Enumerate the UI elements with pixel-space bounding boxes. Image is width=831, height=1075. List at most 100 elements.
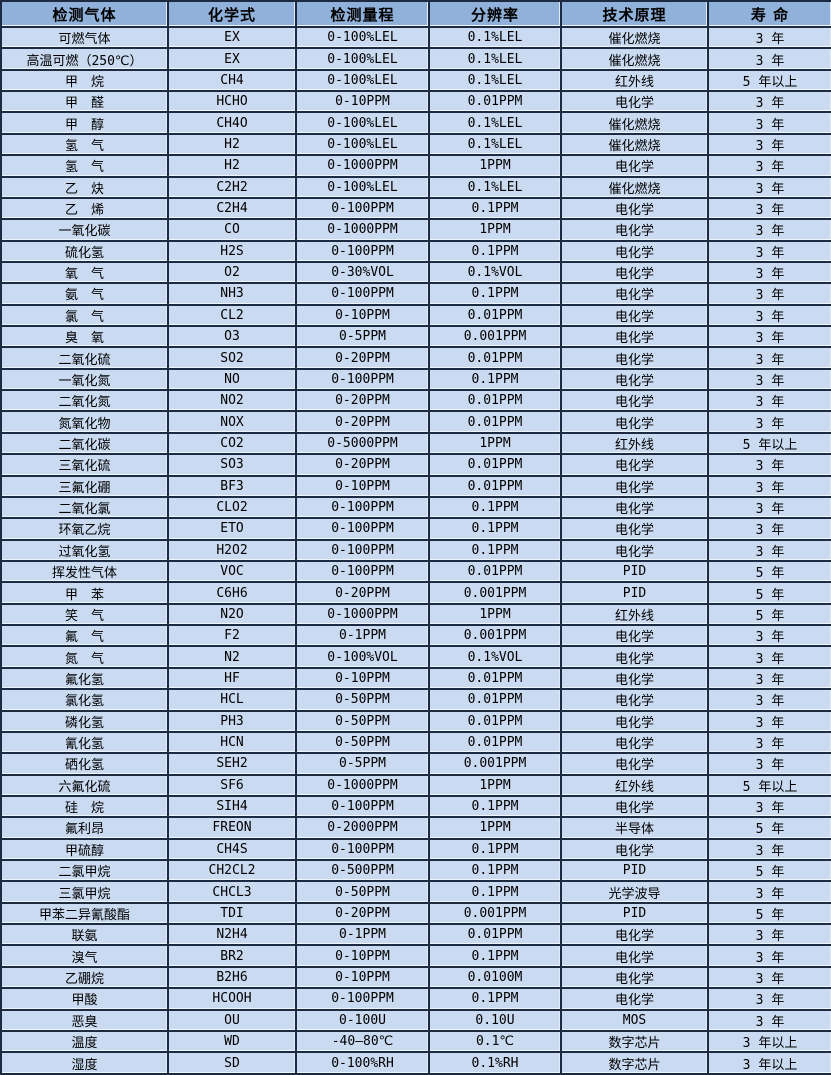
cell: 催化燃烧 xyxy=(560,47,709,71)
cell: C2H2 xyxy=(167,175,297,199)
cell: H2 xyxy=(167,154,297,178)
cell: 3 年 xyxy=(707,282,831,306)
table-row: 硫化氢 H2S 0-100PPM 0.1PPM 电化学 3 年 xyxy=(0,239,831,263)
cell: 0.10U xyxy=(428,1008,562,1032)
cell: 电化学 xyxy=(560,346,709,370)
cell: 0-2000PPM xyxy=(295,816,430,840)
table-row: 氮氧化物 NOX 0-20PPM 0.01PPM 电化学 3 年 xyxy=(0,410,831,434)
cell: CL2 xyxy=(167,303,297,328)
cell: 0-10PPM xyxy=(295,474,430,498)
cell: 0.1PPM xyxy=(428,944,562,968)
cell: O3 xyxy=(167,325,297,349)
cell: 3 年 xyxy=(707,495,831,520)
cell: 0-20PPM xyxy=(295,581,430,605)
cell: H2 xyxy=(167,132,297,157)
cell: 5 年 xyxy=(707,581,831,605)
cell: 三氯甲烷 xyxy=(0,880,169,904)
cell: 氟 气 xyxy=(0,624,169,648)
cell: 0.001PPM xyxy=(428,901,562,926)
cell: N2O xyxy=(167,602,297,627)
cell: C2H4 xyxy=(167,196,297,221)
cell: 电化学 xyxy=(560,282,709,306)
cell: 3 年 xyxy=(707,624,831,648)
cell: 5 年 xyxy=(707,559,831,584)
column-header: 检测气体 xyxy=(0,0,169,28)
cell: 0-100PPM xyxy=(295,987,430,1011)
cell: 3 年 xyxy=(707,389,831,413)
cell: 1PPM xyxy=(428,816,562,840)
cell: 0.1%LEL xyxy=(428,47,562,71)
cell: 3 年 xyxy=(707,25,831,50)
cell: 氰化氢 xyxy=(0,730,169,755)
cell: 0.01PPM xyxy=(428,923,562,947)
cell: 电化学 xyxy=(560,410,709,434)
cell: 0-20PPM xyxy=(295,346,430,370)
cell: 5 年以上 xyxy=(707,68,831,93)
cell: 0.1PPM xyxy=(428,794,562,819)
cell: BF3 xyxy=(167,474,297,498)
cell: 0.01PPM xyxy=(428,474,562,498)
table-row: 氟 气 F2 0-1PPM 0.001PPM 电化学 3 年 xyxy=(0,624,831,648)
cell: 0.1PPM xyxy=(428,239,562,263)
cell: 0.01PPM xyxy=(428,453,562,477)
table-row: 温度 WD -40—80℃ 0.1℃ 数字芯片 3 年以上 xyxy=(0,1029,831,1054)
cell: HCN xyxy=(167,730,297,755)
cell: 电化学 xyxy=(560,303,709,328)
cell: 0.1%LEL xyxy=(428,111,562,135)
cell: FREON xyxy=(167,816,297,840)
table-row: 氯化氢 HCL 0-50PPM 0.01PPM 电化学 3 年 xyxy=(0,688,831,712)
cell: 3 年 xyxy=(707,645,831,669)
cell: 0.01PPM xyxy=(428,709,562,733)
cell: 3 年 xyxy=(707,987,831,1011)
cell: HCHO xyxy=(167,90,297,114)
cell: 0.001PPM xyxy=(428,752,562,776)
cell: EX xyxy=(167,47,297,71)
cell: 0.001PPM xyxy=(428,624,562,648)
cell: 5 年以上 xyxy=(707,431,831,456)
cell: 3 年 xyxy=(707,47,831,71)
cell: 甲 苯 xyxy=(0,581,169,605)
cell: 电化学 xyxy=(560,965,709,990)
cell: 0-100PPM xyxy=(295,837,430,862)
cell: 1PPM xyxy=(428,431,562,456)
cell: PID xyxy=(560,559,709,584)
table-row: 湿度 SD 0-100%RH 0.1%RH 数字芯片 3 年以上 xyxy=(0,1051,831,1075)
cell: 氮 气 xyxy=(0,645,169,669)
cell: HF xyxy=(167,666,297,691)
cell: 3 年 xyxy=(707,196,831,221)
table-row: 联氨 N2H4 0-1PPM 0.01PPM 电化学 3 年 xyxy=(0,923,831,947)
cell: 二氧化硫 xyxy=(0,346,169,370)
cell: 0.1PPM xyxy=(428,367,562,392)
cell: 0.001PPM xyxy=(428,325,562,349)
cell: SO2 xyxy=(167,346,297,370)
cell: 1PPM xyxy=(428,602,562,627)
cell: 1PPM xyxy=(428,154,562,178)
cell: C6H6 xyxy=(167,581,297,605)
cell: 3 年 xyxy=(707,880,831,904)
cell: CH2CL2 xyxy=(167,858,297,883)
table-row: 六氟化硫 SF6 0-1000PPM 1PPM 红外线 5 年以上 xyxy=(0,773,831,797)
cell: MOS xyxy=(560,1008,709,1032)
cell: 3 年 xyxy=(707,218,831,242)
cell: 恶臭 xyxy=(0,1008,169,1032)
cell: 数字芯片 xyxy=(560,1029,709,1054)
cell: 0-100%LEL xyxy=(295,111,430,135)
cell: BR2 xyxy=(167,944,297,968)
cell: 电化学 xyxy=(560,837,709,862)
cell: 3 年 xyxy=(707,923,831,947)
cell: 电化学 xyxy=(560,453,709,477)
cell: 电化学 xyxy=(560,517,709,541)
cell: 电化学 xyxy=(560,154,709,178)
cell: 催化燃烧 xyxy=(560,175,709,199)
table-row: 乙 烯 C2H4 0-100PPM 0.1PPM 电化学 3 年 xyxy=(0,196,831,221)
table-row: 甲酸 HCOOH 0-100PPM 0.1PPM 电化学 3 年 xyxy=(0,987,831,1011)
cell: 0.1PPM xyxy=(428,837,562,862)
cell: EX xyxy=(167,25,297,50)
cell: 0.1%LEL xyxy=(428,68,562,93)
cell: CO2 xyxy=(167,431,297,456)
cell: 乙 炔 xyxy=(0,175,169,199)
cell: 氢 气 xyxy=(0,132,169,157)
cell: N2H4 xyxy=(167,923,297,947)
cell: 0.1%LEL xyxy=(428,25,562,50)
